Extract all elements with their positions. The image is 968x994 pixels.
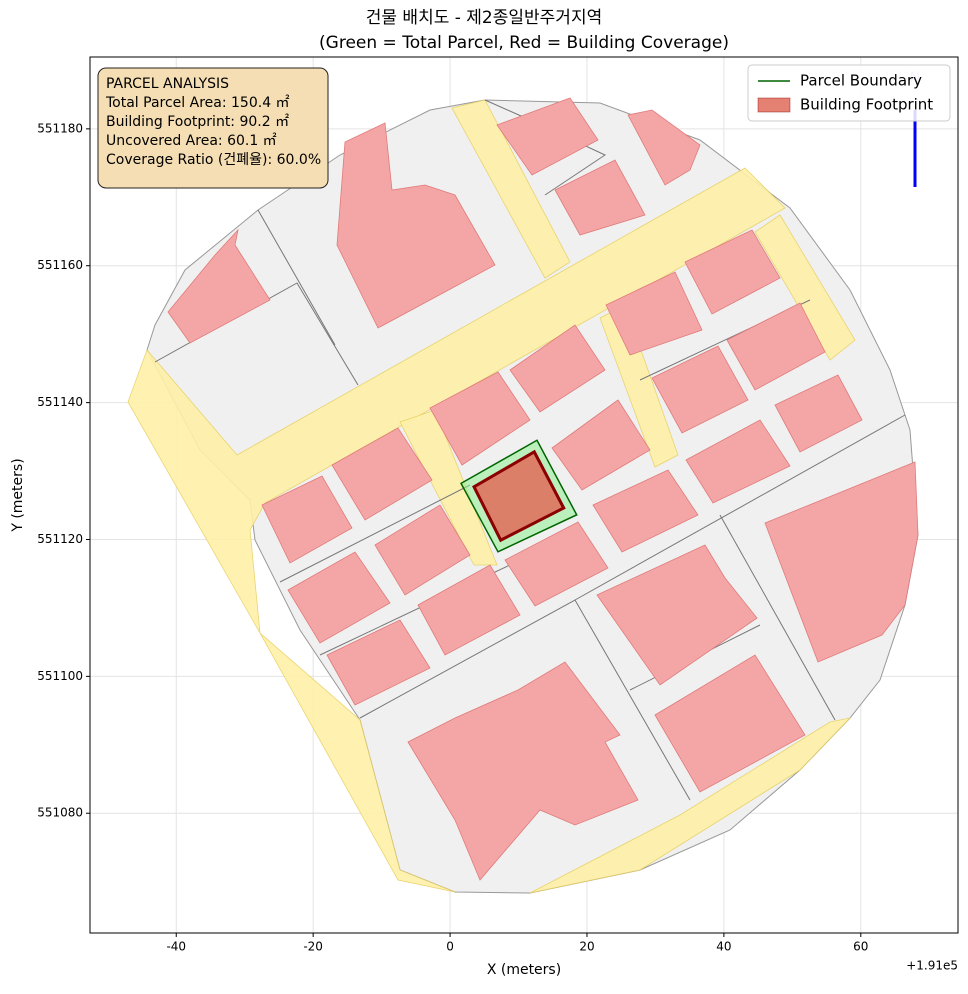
- legend-swatch: [757, 97, 791, 113]
- x-offset-label: +1.91e5: [906, 959, 958, 973]
- y-tick-label: 551100: [37, 669, 83, 683]
- building-polygon: [472, 449, 566, 543]
- building: [509, 324, 606, 413]
- y-axis-label: Y (meters): [10, 458, 26, 532]
- axes-frame: [89, 56, 959, 934]
- x-tick-label: 60: [853, 940, 868, 954]
- road: [399, 409, 498, 566]
- building: [592, 469, 699, 553]
- building: [764, 461, 919, 663]
- x-tick-label: -40: [166, 940, 186, 954]
- chart-subtitle: (Green = Total Parcel, Red = Building Co…: [319, 33, 729, 53]
- building: [496, 97, 599, 176]
- building: [554, 159, 646, 236]
- building: [551, 399, 651, 491]
- x-axis-label: X (meters): [487, 962, 561, 978]
- building: [684, 229, 781, 315]
- road: [529, 717, 852, 894]
- building: [774, 374, 863, 453]
- x-tick-label: 40: [716, 940, 731, 954]
- info-line: Building Footprint: 90.2 ㎡: [106, 114, 289, 130]
- legend-frame: [747, 64, 951, 122]
- info-line: Coverage Ratio (건폐율): 60.0%: [106, 152, 321, 168]
- parcel-line: [574, 414, 906, 601]
- building: [726, 302, 826, 391]
- building: [326, 619, 431, 706]
- building: [336, 122, 496, 329]
- info-box-frame: [97, 67, 329, 189]
- info-line: Uncovered Area: 60.1 ㎡: [106, 133, 277, 149]
- building: [407, 661, 639, 881]
- building: [651, 345, 749, 434]
- building: [417, 564, 521, 656]
- x-tick-label: 0: [446, 940, 454, 954]
- building: [287, 551, 391, 644]
- parcel-line: [257, 209, 336, 346]
- y-tick-label: 551180: [37, 121, 83, 135]
- parcel-line: [719, 514, 836, 721]
- road: [127, 167, 786, 893]
- legend: Parcel Boundary Building Footprint: [747, 64, 951, 122]
- x-tick-label: 20: [579, 940, 594, 954]
- parcel-line: [279, 484, 471, 583]
- y-tick-label: 551140: [37, 395, 83, 409]
- building: [331, 427, 433, 521]
- building: [504, 521, 609, 607]
- road: [451, 99, 571, 279]
- building: [627, 109, 701, 186]
- y-tick-label: 551120: [37, 532, 83, 546]
- building: [605, 271, 703, 356]
- info-line: PARCEL ANALYSIS: [106, 76, 229, 92]
- building: [429, 371, 531, 466]
- info-box: PARCEL ANALYSIS Total Parcel Area: 150.4 …: [97, 67, 329, 189]
- building: [261, 475, 353, 564]
- building: [685, 419, 791, 504]
- legend-label: Parcel Boundary: [800, 72, 922, 90]
- info-line: Total Parcel Area: 150.4 ㎡: [105, 95, 290, 111]
- y-tick-label: 551160: [37, 258, 83, 272]
- building: [374, 504, 471, 596]
- legend-label: Building Footprint: [800, 96, 933, 114]
- building: [596, 544, 758, 686]
- x-tick-label: -20: [303, 940, 323, 954]
- building: [654, 654, 806, 793]
- chart-title: 건물 배치도 - 제2종일반주거지역: [366, 8, 602, 28]
- y-tick-label: 551080: [37, 806, 83, 820]
- building: [167, 228, 271, 344]
